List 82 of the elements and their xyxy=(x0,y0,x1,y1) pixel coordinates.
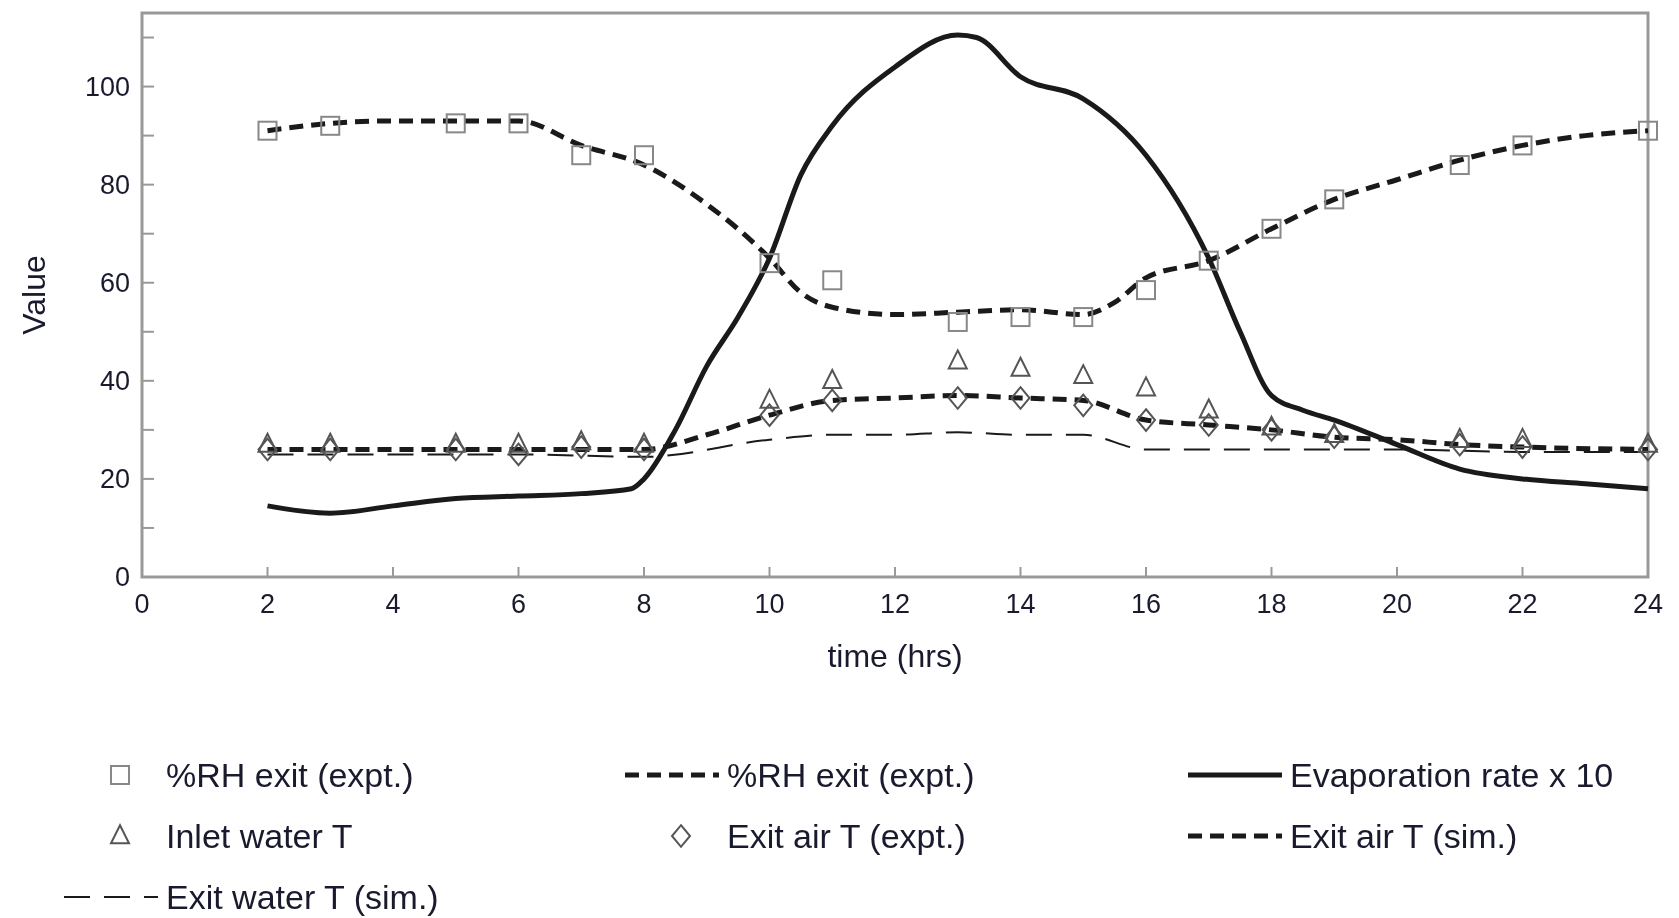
x-tick-label: 24 xyxy=(1632,589,1664,619)
point xyxy=(1324,422,1345,443)
x-tick-label: 6 xyxy=(510,589,527,619)
point xyxy=(759,253,780,274)
point xyxy=(1198,398,1219,419)
point xyxy=(947,311,968,332)
y-tick-label: 100 xyxy=(84,72,130,103)
y-tick-label: 0 xyxy=(114,562,130,593)
point xyxy=(1449,427,1470,448)
point xyxy=(571,430,592,451)
point xyxy=(634,432,654,453)
x-tick-label: 4 xyxy=(385,589,401,619)
x-tick-label: 20 xyxy=(1381,589,1413,619)
point xyxy=(508,113,529,134)
x-tick-label: 14 xyxy=(1005,589,1036,619)
point xyxy=(1198,250,1219,271)
x-tick-label: 10 xyxy=(754,589,785,619)
point xyxy=(1324,425,1345,450)
point xyxy=(1512,135,1533,156)
point xyxy=(1261,418,1282,442)
x-tick-label: 0 xyxy=(134,589,150,619)
point xyxy=(1073,364,1094,385)
point xyxy=(822,270,843,291)
point xyxy=(508,432,529,453)
point xyxy=(634,145,654,166)
x-tick-label: 18 xyxy=(1256,589,1287,619)
y-tick-label: 40 xyxy=(99,366,130,397)
point xyxy=(257,120,278,141)
point xyxy=(1198,413,1219,437)
y-tick-label: 60 xyxy=(99,268,130,299)
x-tick-label: 12 xyxy=(879,589,911,619)
point xyxy=(257,432,278,453)
point xyxy=(1512,435,1533,459)
point xyxy=(1512,427,1533,448)
point xyxy=(1638,432,1658,453)
x-tick-label: 2 xyxy=(259,589,276,619)
point xyxy=(571,435,592,459)
point xyxy=(1136,280,1156,301)
x-tick-label: 22 xyxy=(1507,589,1538,619)
legend-label: Exit air T (expt.) xyxy=(727,816,966,855)
point xyxy=(822,388,843,413)
point xyxy=(634,437,654,462)
point xyxy=(1324,189,1345,210)
point xyxy=(947,386,968,410)
point xyxy=(1136,408,1156,432)
x-tick-label: 8 xyxy=(636,589,652,619)
point xyxy=(1010,307,1031,328)
y-tick-label: 80 xyxy=(99,170,130,201)
point xyxy=(445,437,466,462)
legend-label: %RH exit (expt.) xyxy=(166,755,414,794)
point xyxy=(1073,307,1094,328)
point xyxy=(257,437,278,462)
point xyxy=(1010,356,1031,377)
point xyxy=(508,442,529,467)
point xyxy=(320,437,341,462)
point xyxy=(1010,386,1031,410)
point xyxy=(445,432,466,453)
y-axis-title: Value xyxy=(16,255,52,335)
legend-label: Inlet water T xyxy=(166,816,353,855)
point xyxy=(947,349,968,370)
point xyxy=(1261,415,1282,436)
point xyxy=(1261,218,1282,239)
point xyxy=(1136,376,1156,397)
point xyxy=(445,113,466,134)
x-tick-label: 16 xyxy=(1130,589,1162,619)
x-axis-title: time (hrs) xyxy=(827,638,963,674)
point xyxy=(759,403,780,427)
y-tick-label: 20 xyxy=(99,464,130,495)
point xyxy=(1073,393,1094,418)
point xyxy=(1638,437,1658,462)
point xyxy=(320,115,341,136)
point xyxy=(822,369,843,390)
point xyxy=(571,145,592,166)
point xyxy=(1638,120,1658,141)
point xyxy=(1449,432,1470,457)
point xyxy=(320,432,341,453)
point xyxy=(759,388,780,409)
legend-label: Exit air T (sim.) xyxy=(1290,816,1518,855)
point xyxy=(1449,155,1470,176)
legend-label: %RH exit (expt.) xyxy=(727,755,975,794)
legend-label: Exit water T (sim.) xyxy=(166,877,439,916)
legend-label: Evaporation rate x 10 xyxy=(1290,755,1614,794)
